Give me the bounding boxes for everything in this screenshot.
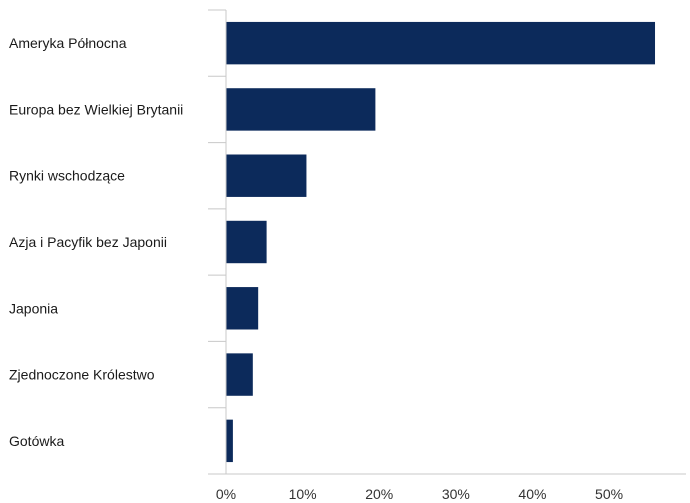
x-tick-label: 0%	[216, 486, 236, 502]
bars	[226, 21, 656, 463]
x-tick-label: 40%	[518, 486, 546, 502]
category-label: Gotówka	[9, 433, 64, 449]
x-tick-labels: 0% 10% 20% 30% 40% 50%	[216, 486, 623, 502]
category-label: Azja i Pacyfik bez Japonii	[9, 234, 167, 250]
x-tick-label: 30%	[442, 486, 470, 502]
bar-7	[226, 419, 233, 463]
x-tick-label: 20%	[365, 486, 393, 502]
category-labels: Ameryka Północna Europa bez Wielkiej Bryt…	[9, 35, 183, 449]
category-label: Rynki wschodzące	[9, 168, 125, 184]
bar-4	[226, 220, 267, 264]
axes	[208, 9, 686, 475]
x-tick-label: 10%	[289, 486, 317, 502]
category-label: Japonia	[9, 300, 58, 316]
bar-1	[226, 21, 656, 65]
bar-2	[226, 88, 376, 131]
category-label: Zjednoczone Królestwo	[9, 367, 155, 383]
bar-3	[226, 154, 307, 197]
bar-5	[226, 287, 259, 330]
bar-6	[226, 353, 253, 396]
x-tick-label: 50%	[595, 486, 623, 502]
category-label: Ameryka Północna	[9, 35, 127, 51]
category-label: Europa bez Wielkiej Brytanii	[9, 101, 183, 117]
